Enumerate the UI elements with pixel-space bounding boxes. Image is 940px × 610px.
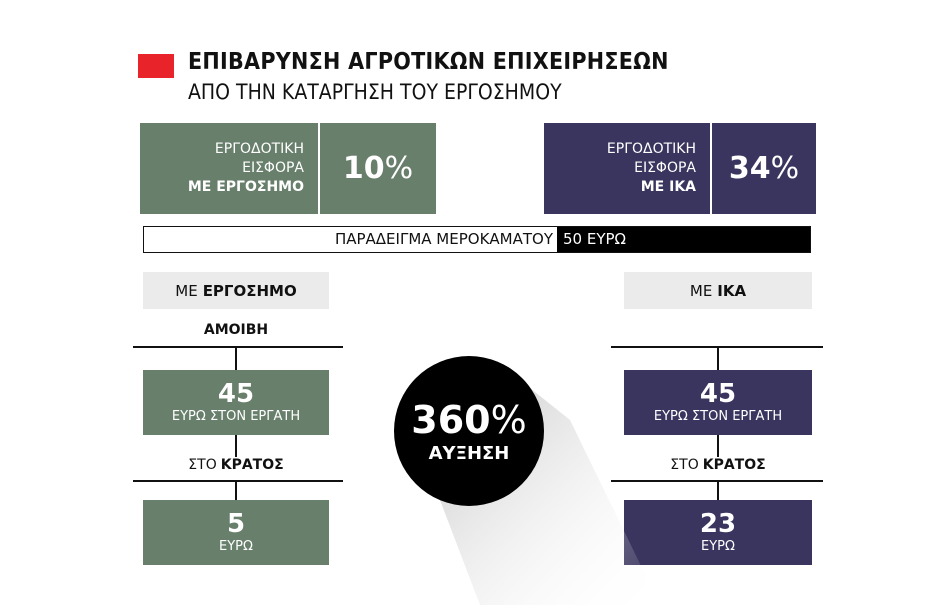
left-worker-box: 45 ΕΥΡΩ ΣΤΟΝ ΕΡΓΑΤΗ [143, 370, 329, 435]
wage-example-bar: ΠΑΡΑΔΕΙΓΜΑ ΜΕΡΟΚΑΜΑΤΟΥ 50 ΕΥΡΩ [143, 226, 811, 253]
right-state-label: ΣΤΟ ΚΡΑΤΟΣ [670, 457, 766, 473]
divider-line [133, 480, 343, 482]
connector-line [235, 346, 237, 370]
red-accent-square [138, 54, 174, 78]
connector-line [235, 435, 237, 457]
contribution-ergosimo-label: ΕΡΓΟΔΟΤΙΚΗ ΕΙΣΦΟΡΑ ΜΕ ΕΡΓΟΣΗΜΟ [140, 123, 320, 214]
right-state-box: 23 ΕΥΡΩ [624, 500, 812, 565]
left-state-box: 5 ΕΥΡΩ [143, 500, 329, 565]
pay-label: ΑΜΟΙΒΗ [203, 322, 269, 338]
connector-line [717, 435, 719, 457]
contribution-ergosimo-box: ΕΡΓΟΔΟΤΙΚΗ ΕΙΣΦΟΡΑ ΜΕ ΕΡΓΟΣΗΜΟ 10% [140, 123, 436, 214]
tab-ergosimo: ΜΕ ΕΡΓΟΣΗΜΟ [143, 272, 329, 309]
connector-line [717, 346, 719, 370]
connector-line [717, 480, 719, 500]
page-subtitle: ΑΠΟ ΤΗΝ ΚΑΤΑΡΓΗΣΗ ΤΟΥ ΕΡΓΟΣΗΜΟΥ [188, 80, 562, 104]
tab-ika: ΜΕ ΙΚΑ [624, 272, 812, 309]
wage-example-label: ΠΑΡΑΔΕΙΓΜΑ ΜΕΡΟΚΑΜΑΤΟΥ [334, 230, 553, 248]
divider-line [133, 346, 343, 348]
increase-value: 360% [411, 397, 527, 442]
connector-line [235, 480, 237, 500]
left-state-label: ΣΤΟ ΚΡΑΤΟΣ [188, 457, 284, 473]
contribution-ergosimo-value: 10% [342, 151, 414, 186]
wage-example-value: 50 ΕΥΡΩ [557, 227, 810, 252]
increase-circle: 360% ΑΥΞΗΣΗ [394, 356, 544, 506]
contribution-ika-box: ΕΡΓΟΔΟΤΙΚΗ ΕΙΣΦΟΡΑ ΜΕ ΙΚΑ 34% [544, 123, 816, 214]
right-worker-box: 45 ΕΥΡΩ ΣΤΟΝ ΕΡΓΑΤΗ [624, 370, 812, 435]
page-title: ΕΠΙΒΑΡΥΝΣΗ ΑΓΡΟΤΙΚΩΝ ΕΠΙΧΕΙΡΗΣΕΩΝ [188, 49, 669, 75]
increase-label: ΑΥΞΗΣΗ [428, 442, 510, 464]
contribution-ika-value: 34% [728, 151, 800, 186]
contribution-ika-label: ΕΡΓΟΔΟΤΙΚΗ ΕΙΣΦΟΡΑ ΜΕ ΙΚΑ [544, 123, 712, 214]
